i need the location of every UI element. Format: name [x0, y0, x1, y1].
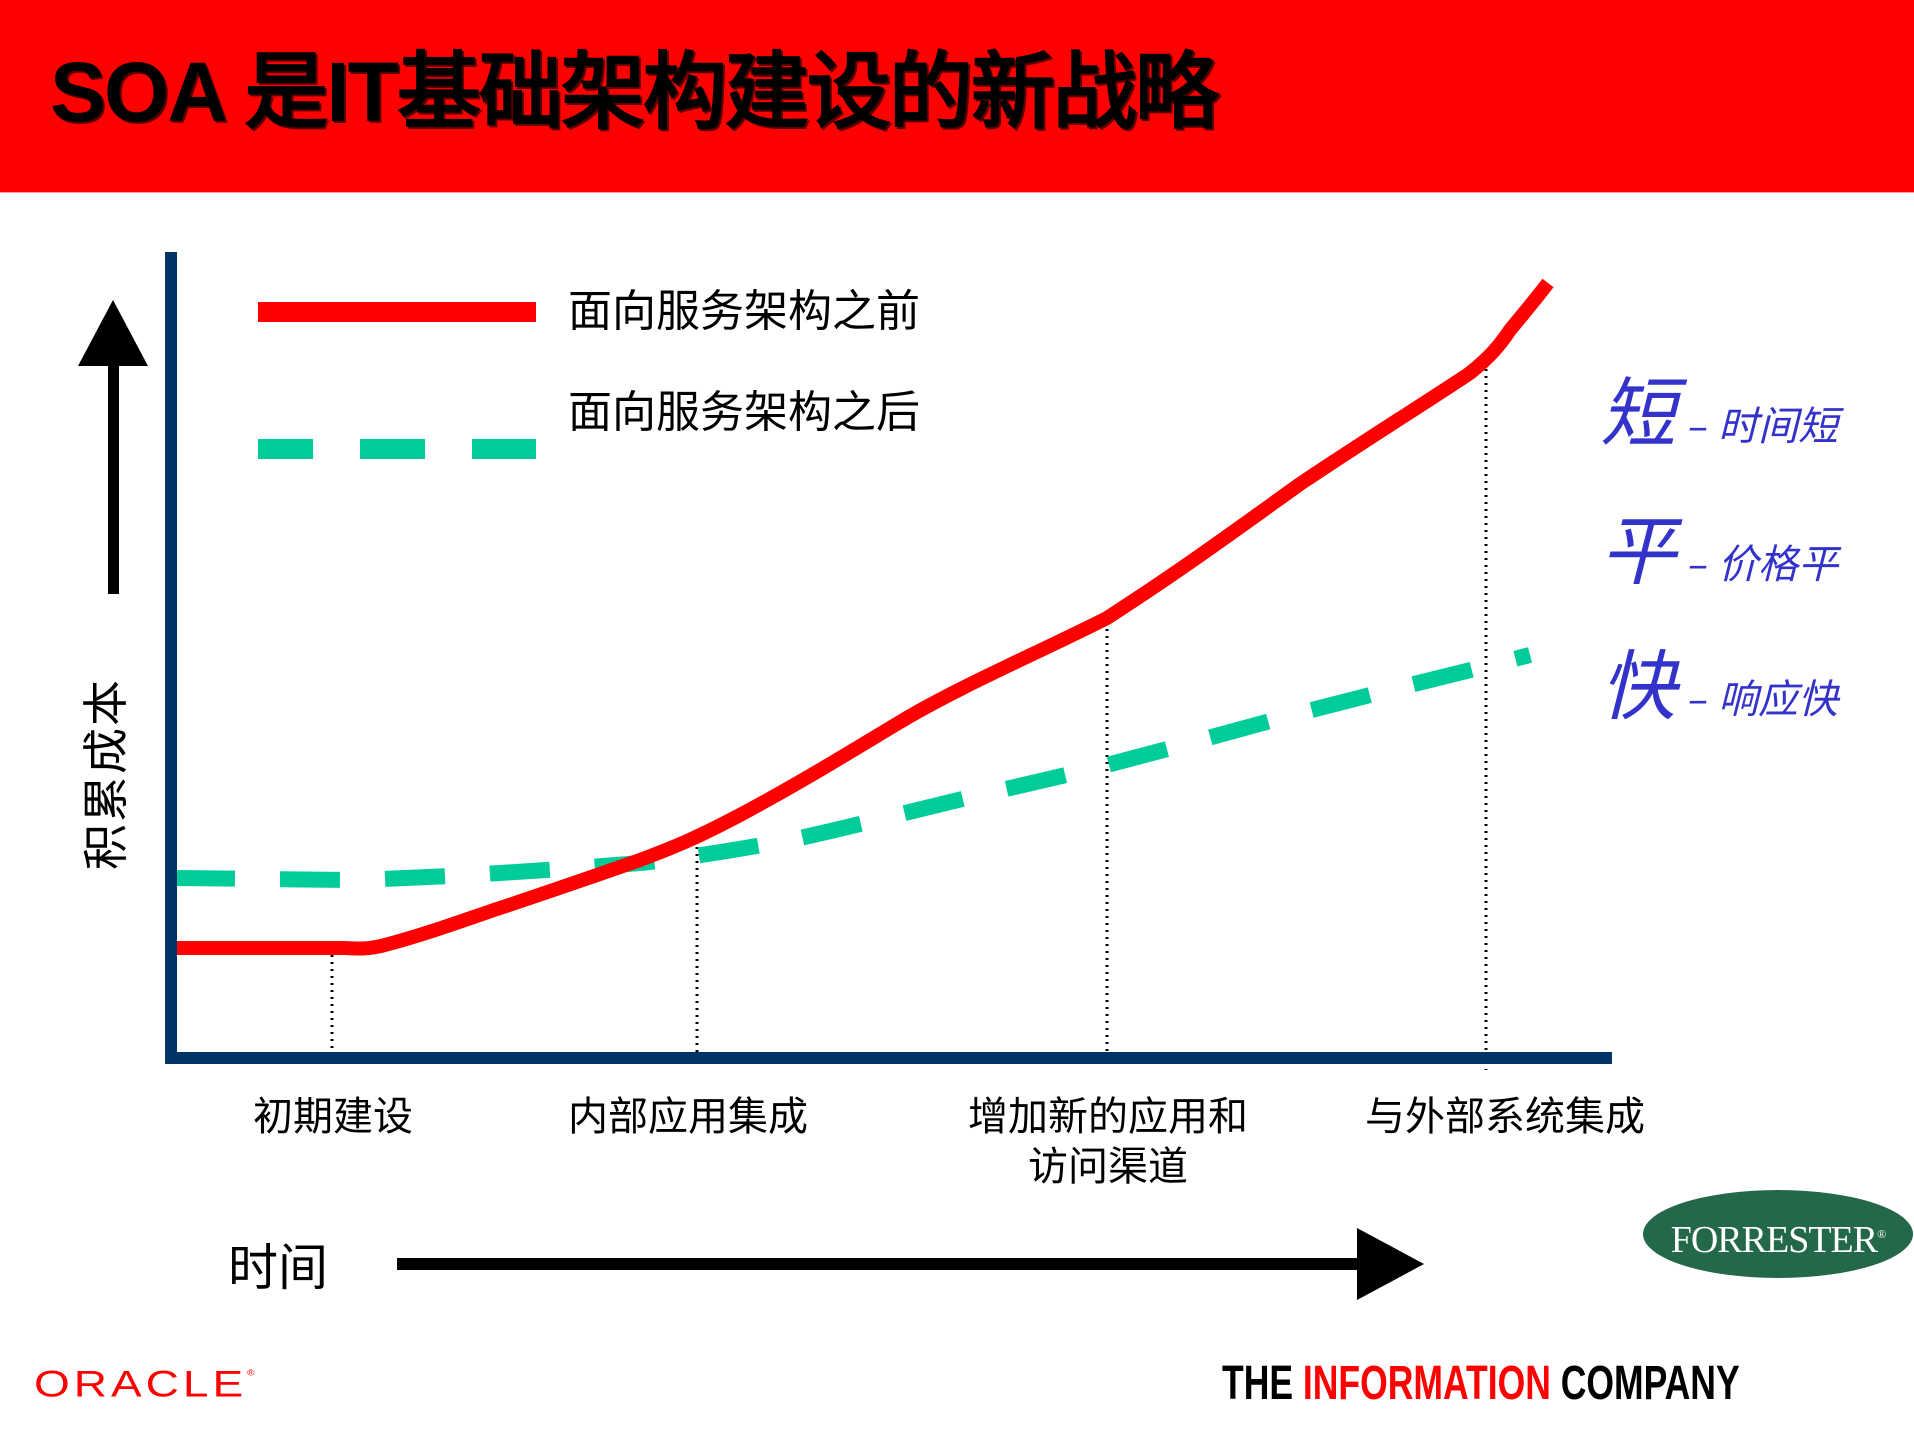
cost-up-arrow-icon: [78, 300, 148, 594]
x-category-3: 增加新的应用和 访问渠道: [948, 1092, 1268, 1192]
feature-flat-desc: 价格平: [1718, 542, 1838, 588]
feature-short-big: 短: [1600, 369, 1676, 458]
slide-title: SOA 是IT基础架构建设的新战略: [50, 45, 1219, 139]
feature-flat-dash: –: [1688, 542, 1708, 588]
title-bar: SOA 是IT基础架构建设的新战略: [0, 0, 1914, 193]
series-before-soa-line: [172, 278, 1554, 956]
company-tagline: THE INFORMATION COMPANY: [1222, 1360, 1740, 1408]
oracle-logo: ORACLE®: [34, 1354, 255, 1404]
feature-short-dash: –: [1688, 404, 1708, 450]
legend-label-after: 面向服务架构之后: [568, 387, 920, 438]
tagline-information: INFORMATION: [1302, 1357, 1551, 1410]
feature-fast: 快 – 响应快: [1600, 625, 1838, 735]
feature-fast-big: 快: [1600, 642, 1676, 731]
x-category-4: 与外部系统集成: [1345, 1092, 1665, 1142]
feature-fast-dash: –: [1688, 677, 1708, 723]
legend-swatch-after: [258, 439, 536, 459]
oracle-registered-mark: ®: [247, 1369, 255, 1378]
feature-short: 短 – 时间短: [1600, 352, 1838, 462]
series-after-soa-line: [174, 647, 1532, 889]
forrester-logo-text: FORRESTER: [1670, 1219, 1878, 1261]
time-right-arrow-icon: [397, 1228, 1424, 1300]
tagline-company: COMPANY: [1550, 1357, 1740, 1410]
x-axis: [165, 1052, 1612, 1064]
feature-fast-desc: 响应快: [1718, 677, 1838, 723]
category-guides: [330, 362, 1488, 1070]
oracle-logo-text: ORACLE: [34, 1362, 248, 1405]
tagline-the: THE: [1222, 1357, 1303, 1410]
forrester-registered-mark: ®: [1877, 1227, 1886, 1241]
x-category-2: 内部应用集成: [548, 1092, 828, 1142]
x-category-2-text: 内部应用集成: [568, 1094, 808, 1140]
x-category-1: 初期建设: [233, 1092, 433, 1142]
x-category-3-line2: 访问渠道: [1028, 1144, 1188, 1190]
legend-swatch-before: [258, 302, 536, 322]
x-category-3-line1: 增加新的应用和: [968, 1094, 1248, 1140]
feature-flat-big: 平: [1600, 507, 1676, 596]
y-axis-label: 积累成本: [79, 678, 133, 870]
feature-flat: 平 – 价格平: [1600, 490, 1838, 600]
y-axis: [165, 252, 177, 1063]
legend-label-before: 面向服务架构之前: [568, 286, 920, 337]
forrester-logo: FORRESTER®: [1643, 1190, 1913, 1278]
x-category-1-text: 初期建设: [253, 1094, 413, 1140]
feature-short-desc: 时间短: [1718, 404, 1838, 450]
x-axis-label: 时间: [228, 1239, 328, 1297]
x-category-4-text: 与外部系统集成: [1365, 1094, 1645, 1140]
